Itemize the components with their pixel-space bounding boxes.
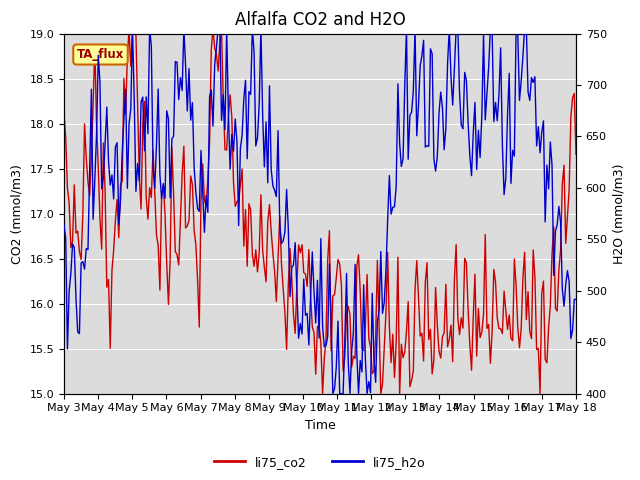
X-axis label: Time: Time xyxy=(305,419,335,432)
Legend: li75_co2, li75_h2o: li75_co2, li75_h2o xyxy=(209,451,431,474)
Y-axis label: CO2 (mmol/m3): CO2 (mmol/m3) xyxy=(11,164,24,264)
Title: Alfalfa CO2 and H2O: Alfalfa CO2 and H2O xyxy=(235,11,405,29)
Y-axis label: H2O (mmol/m3): H2O (mmol/m3) xyxy=(612,163,625,264)
Text: TA_flux: TA_flux xyxy=(77,48,124,61)
